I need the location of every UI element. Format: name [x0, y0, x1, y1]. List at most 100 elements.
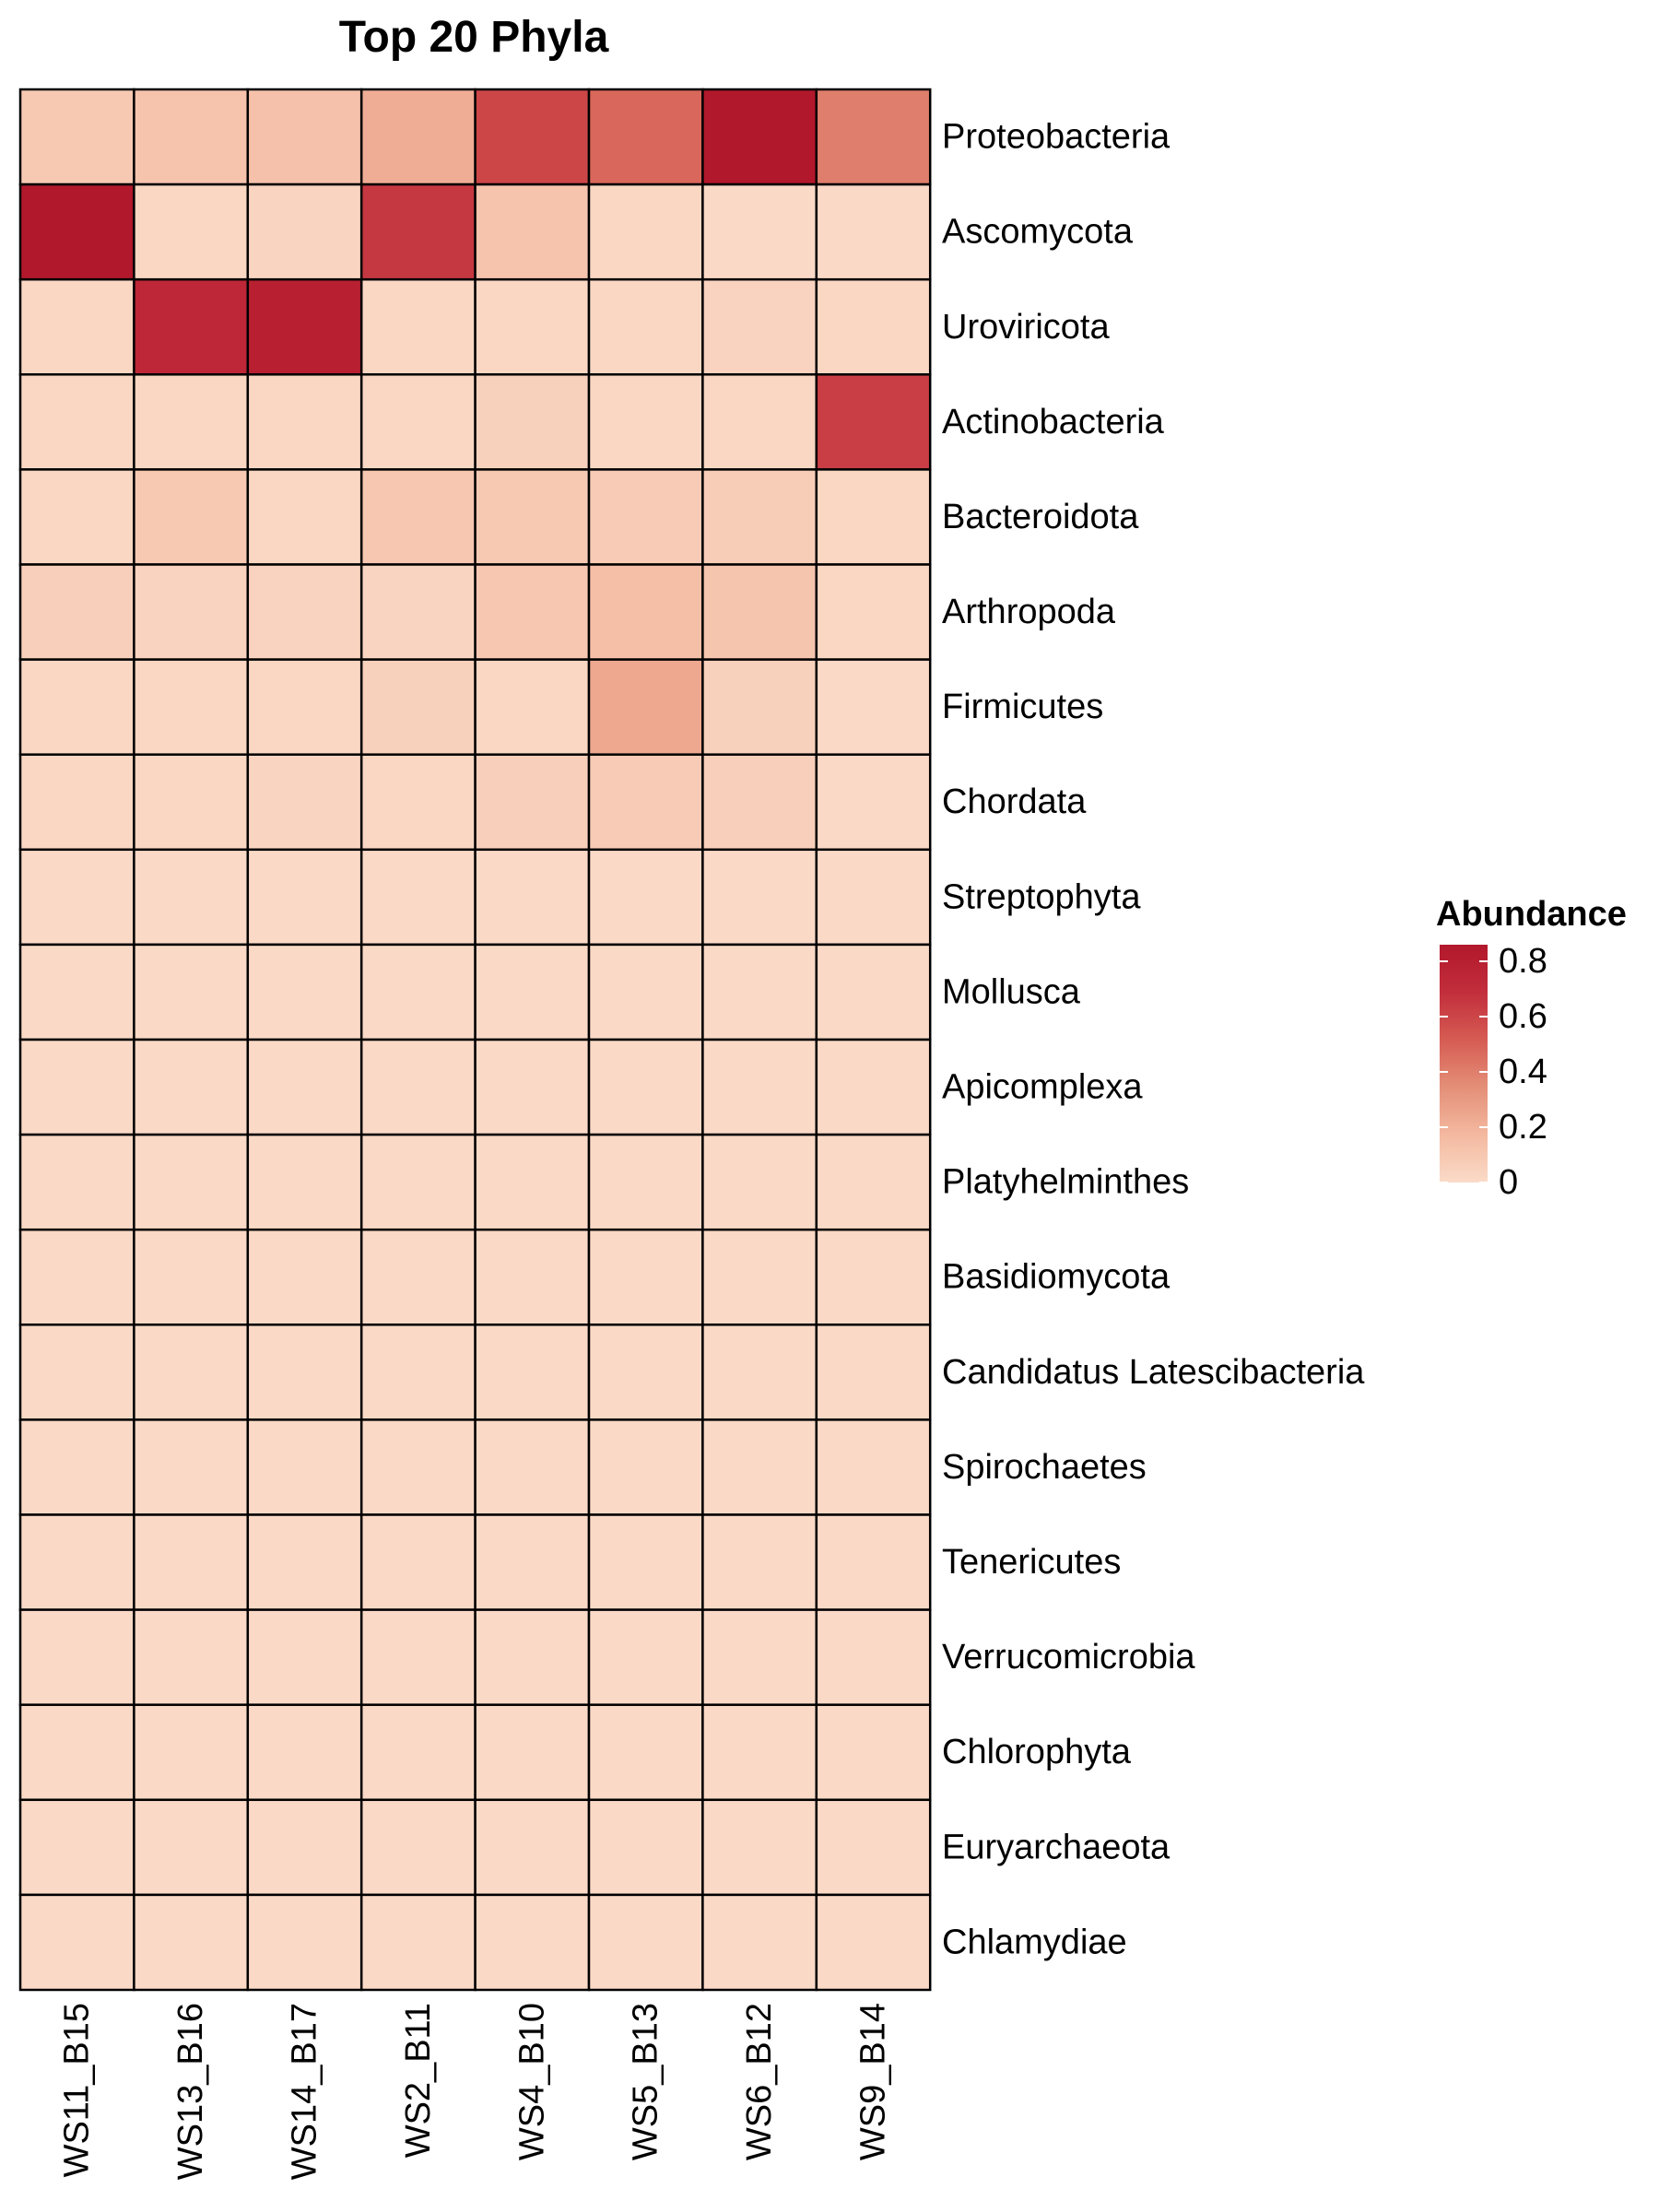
- column-label: WS4_B10: [512, 2003, 551, 2160]
- heatmap-cell-verrucomicrobia-ws13_b16: [133, 1608, 250, 1706]
- heatmap-cell-arthropoda-ws5_b13: [587, 563, 704, 661]
- heatmap-cell-candidatus-latescibacteria-ws5_b13: [587, 1324, 704, 1421]
- heatmap-cell-apicomplexa-ws9_b14: [815, 1038, 932, 1136]
- heatmap-cell-basidiomycota-ws5_b13: [587, 1228, 704, 1326]
- heatmap-cell-uroviricota-ws5_b13: [587, 277, 704, 376]
- heatmap-cell-chlorophyta-ws4_b10: [474, 1703, 591, 1802]
- heatmap-cell-spirochaetes-ws2_b11: [359, 1418, 477, 1516]
- heatmap-cell-uroviricota-ws14_b17: [246, 277, 363, 376]
- heatmap-cell-mollusca-ws2_b11: [359, 943, 477, 1041]
- heatmap-cell-chlorophyta-ws2_b11: [359, 1703, 477, 1802]
- column-label: WS13_B16: [171, 2003, 210, 2180]
- row-label: Proteobacteria: [942, 118, 1171, 157]
- heatmap-cell-arthropoda-ws9_b14: [815, 563, 932, 661]
- heatmap-cell-spirochaetes-ws11_b15: [18, 1418, 135, 1516]
- row-label: Platyhelminthes: [942, 1163, 1189, 1202]
- heatmap-cell-chlorophyta-ws13_b16: [133, 1703, 250, 1802]
- heatmap-cell-spirochaetes-ws4_b10: [474, 1418, 591, 1516]
- heatmap-cell-arthropoda-ws2_b11: [359, 563, 477, 661]
- heatmap-cell-chlamydiae-ws14_b17: [246, 1893, 363, 1992]
- heatmap-cell-verrucomicrobia-ws6_b12: [701, 1608, 818, 1706]
- heatmap-cell-chlamydiae-ws13_b16: [133, 1893, 250, 1992]
- heatmap-cell-bacteroidota-ws4_b10: [474, 468, 591, 566]
- heatmap-cell-mollusca-ws4_b10: [474, 943, 591, 1041]
- heatmap-cell-mollusca-ws11_b15: [18, 943, 135, 1041]
- heatmap-cell-basidiomycota-ws4_b10: [474, 1228, 591, 1326]
- heatmap-cell-firmicutes-ws2_b11: [359, 658, 477, 756]
- heatmap-cell-mollusca-ws13_b16: [133, 943, 250, 1041]
- row-label: Apicomplexa: [942, 1068, 1143, 1107]
- heatmap-cell-platyhelminthes-ws9_b14: [815, 1133, 932, 1231]
- heatmap-cell-apicomplexa-ws5_b13: [587, 1038, 704, 1136]
- legend-color-bar: [1440, 945, 1488, 1182]
- row-label: Spirochaetes: [942, 1448, 1147, 1487]
- heatmap-cell-euryarchaeota-ws13_b16: [133, 1798, 250, 1897]
- heatmap-cell-chlamydiae-ws9_b14: [815, 1893, 932, 1992]
- heatmap-cell-apicomplexa-ws2_b11: [359, 1038, 477, 1136]
- heatmap-cell-euryarchaeota-ws2_b11: [359, 1798, 477, 1897]
- heatmap-cell-chlamydiae-ws2_b11: [359, 1893, 477, 1992]
- heatmap-cell-proteobacteria-ws14_b17: [246, 88, 363, 186]
- heatmap-cell-streptophyta-ws13_b16: [133, 848, 250, 947]
- heatmap-cell-candidatus-latescibacteria-ws9_b14: [815, 1324, 932, 1421]
- row-label: Mollusca: [942, 973, 1081, 1012]
- heatmap-cell-apicomplexa-ws4_b10: [474, 1038, 591, 1136]
- heatmap-cell-uroviricota-ws2_b11: [359, 277, 477, 376]
- row-label: Verrucomicrobia: [942, 1638, 1195, 1677]
- heatmap-cells: [18, 88, 932, 1992]
- heatmap-cell-verrucomicrobia-ws5_b13: [587, 1608, 704, 1706]
- heatmap-cell-ascomycota-ws14_b17: [246, 182, 363, 281]
- heatmap-cell-candidatus-latescibacteria-ws14_b17: [246, 1324, 363, 1421]
- heatmap-cell-mollusca-ws9_b14: [815, 943, 932, 1041]
- heatmap-cell-firmicutes-ws13_b16: [133, 658, 250, 756]
- chart-title: Top 20 Phyla: [339, 13, 609, 62]
- heatmap-cell-candidatus-latescibacteria-ws2_b11: [359, 1324, 477, 1421]
- heatmap-cell-arthropoda-ws11_b15: [18, 563, 135, 661]
- row-label: Streptophyta: [942, 877, 1141, 916]
- heatmap-cell-chordata-ws13_b16: [133, 753, 250, 852]
- heatmap-cell-uroviricota-ws11_b15: [18, 277, 135, 376]
- heatmap-cell-verrucomicrobia-ws11_b15: [18, 1608, 135, 1706]
- row-labels: Proteobacteria Ascomycota Uroviricota Actin…: [942, 118, 1365, 1962]
- heatmap-cell-candidatus-latescibacteria-ws13_b16: [133, 1324, 250, 1421]
- heatmap-cell-chlamydiae-ws6_b12: [701, 1893, 818, 1992]
- heatmap-cell-actinobacteria-ws9_b14: [815, 373, 932, 471]
- heatmap-cell-firmicutes-ws4_b10: [474, 658, 591, 756]
- heatmap-cell-proteobacteria-ws13_b16: [133, 88, 250, 186]
- heatmap-cell-firmicutes-ws5_b13: [587, 658, 704, 756]
- heatmap-cell-arthropoda-ws13_b16: [133, 563, 250, 661]
- heatmap-cell-proteobacteria-ws4_b10: [474, 88, 591, 186]
- heatmap-cell-ascomycota-ws6_b12: [701, 182, 818, 281]
- heatmap-cell-apicomplexa-ws11_b15: [18, 1038, 135, 1136]
- heatmap-cell-euryarchaeota-ws9_b14: [815, 1798, 932, 1897]
- heatmap-cell-tenericutes-ws14_b17: [246, 1513, 363, 1611]
- legend-tick-label: 0.8: [1499, 942, 1547, 981]
- heatmap-cell-chordata-ws6_b12: [701, 753, 818, 852]
- column-label: WS9_B14: [854, 2003, 893, 2160]
- heatmap-cell-platyhelminthes-ws14_b17: [246, 1133, 363, 1231]
- heatmap-cell-tenericutes-ws11_b15: [18, 1513, 135, 1611]
- heatmap-cell-mollusca-ws5_b13: [587, 943, 704, 1041]
- heatmap-cell-bacteroidota-ws6_b12: [701, 468, 818, 566]
- heatmap-cell-ascomycota-ws13_b16: [133, 182, 250, 281]
- row-label: Ascomycota: [942, 213, 1134, 252]
- heatmap-cell-proteobacteria-ws11_b15: [18, 88, 135, 186]
- heatmap-cell-euryarchaeota-ws5_b13: [587, 1798, 704, 1897]
- heatmap-cell-chlamydiae-ws11_b15: [18, 1893, 135, 1992]
- heatmap-cell-verrucomicrobia-ws2_b11: [359, 1608, 477, 1706]
- heatmap-cell-chordata-ws4_b10: [474, 753, 591, 852]
- heatmap-cell-proteobacteria-ws6_b12: [701, 88, 818, 186]
- heatmap-cell-actinobacteria-ws13_b16: [133, 373, 250, 471]
- column-label: WS5_B13: [627, 2003, 665, 2160]
- heatmap-cell-tenericutes-ws6_b12: [701, 1513, 818, 1611]
- heatmap-cell-verrucomicrobia-ws14_b17: [246, 1608, 363, 1706]
- heatmap-cell-platyhelminthes-ws2_b11: [359, 1133, 477, 1231]
- heatmap-cell-streptophyta-ws11_b15: [18, 848, 135, 947]
- row-label: Bacteroidota: [942, 498, 1139, 536]
- heatmap-cell-tenericutes-ws2_b11: [359, 1513, 477, 1611]
- heatmap-cell-platyhelminthes-ws13_b16: [133, 1133, 250, 1231]
- heatmap-cell-uroviricota-ws4_b10: [474, 277, 591, 376]
- heatmap-cell-basidiomycota-ws14_b17: [246, 1228, 363, 1326]
- column-label: WS2_B11: [399, 2003, 438, 2158]
- heatmap-cell-ascomycota-ws5_b13: [587, 182, 704, 281]
